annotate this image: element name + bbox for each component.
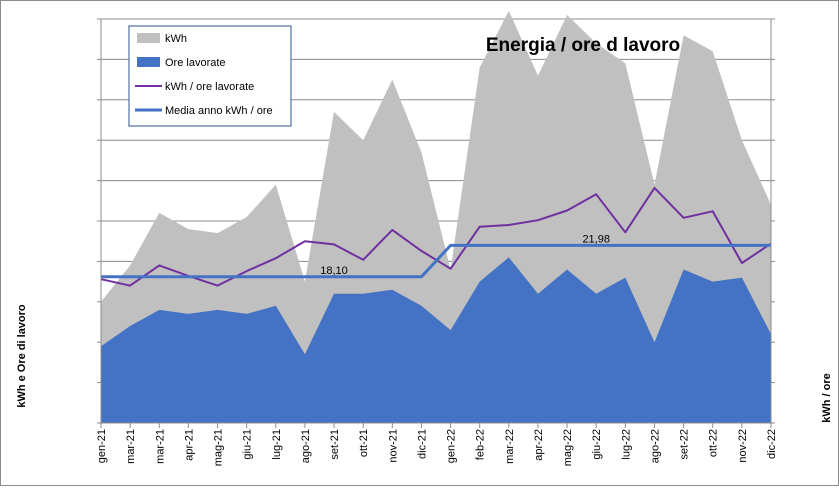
legend-label: Ore lavorate (165, 57, 226, 69)
legend-label: kWh (165, 33, 187, 45)
x-tick-label: nov-21 (387, 429, 399, 463)
x-tick-label: lug-22 (620, 429, 632, 460)
area-ore-lavorate (101, 257, 771, 423)
line-layer (100, 186, 772, 287)
x-tick-label: mag-22 (562, 429, 574, 466)
x-tick-label: dic-22 (766, 429, 778, 459)
x-tick-label: lug-21 (271, 429, 283, 460)
x-tick-label: giu-21 (242, 429, 254, 460)
legend-label: kWh / ore lavorate (165, 81, 254, 93)
x-tick-label: mar-22 (504, 429, 516, 464)
x-tick-label: ott-21 (358, 429, 370, 457)
x-tick-label: feb-22 (475, 429, 487, 460)
legend: kWh Ore lavorate kWh / ore lavorate Media a… (128, 25, 292, 127)
x-tick-label: apr-22 (533, 429, 545, 461)
x-tick-label: mag-21 (213, 429, 225, 466)
x-tick-label: set-21 (329, 429, 341, 460)
data-label: 21,98 (582, 233, 610, 245)
legend-swatch (137, 33, 160, 43)
x-tick-label: gen-22 (446, 429, 458, 463)
x-tick-label: apr-21 (183, 429, 195, 461)
line-media-anno-kwh-ore (101, 243, 771, 279)
x-tick-label: nov-22 (737, 429, 749, 463)
y-axis-label-right: kWh / ore (821, 373, 833, 423)
x-tick-label: giu-22 (591, 429, 603, 460)
x-tick-label: mar-21 (154, 429, 166, 464)
axes: gen-21 mar-21 mar-21 apr-21 mag-21 giu-21 lug-… (96, 18, 778, 466)
y-axis-label-left: kWh e Ore di lavoro (16, 304, 28, 408)
legend-swatch (137, 57, 160, 67)
x-tick-label: mar-21 (125, 429, 137, 464)
data-label: 18,10 (320, 265, 348, 277)
x-tick-label: ago-22 (650, 429, 662, 463)
x-tick-label: ott-22 (708, 429, 720, 457)
legend-label: Media anno kWh / ore (165, 105, 273, 117)
x-tick-label: gen-21 (96, 429, 108, 463)
area-layer (101, 10, 771, 424)
x-tick-label: dic-21 (416, 429, 428, 459)
data-labels: 18,10 21,98 (320, 233, 610, 276)
chart-title: Energia / ore d lavoro (486, 35, 680, 56)
x-tick-label: set-22 (679, 429, 691, 460)
x-tick-label: ago-21 (300, 429, 312, 463)
